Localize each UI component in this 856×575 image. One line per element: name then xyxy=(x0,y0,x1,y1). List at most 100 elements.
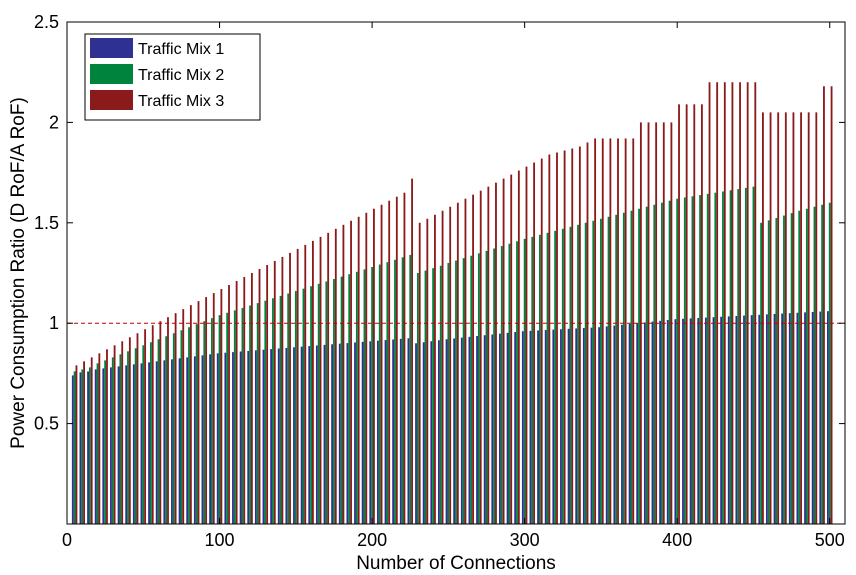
bar-series-1-point-29 xyxy=(285,347,288,524)
bar-series-3-point-36 xyxy=(342,224,345,524)
bar-series-2-point-5 xyxy=(104,360,107,524)
bar-series-3-point-8 xyxy=(128,337,131,524)
bar-series-1-point-34 xyxy=(323,344,326,524)
bar-series-3-point-26 xyxy=(266,264,269,524)
bar-series-1-point-53 xyxy=(468,336,471,524)
bar-series-1-point-43 xyxy=(392,339,395,524)
bar-series-3-point-39 xyxy=(365,212,368,524)
bar-series-2-point-17 xyxy=(195,324,198,524)
bar-series-1-point-98 xyxy=(811,311,814,524)
bar-series-3-point-70 xyxy=(601,138,604,524)
bar-series-1-point-80 xyxy=(674,319,677,524)
bar-series-1-point-6 xyxy=(110,367,112,524)
bar-series-3-point-22 xyxy=(235,281,238,524)
y-axis-label: Power Consumption Ratio (D RoF/A RoF) xyxy=(8,97,29,449)
bar-series-1-point-46 xyxy=(415,343,417,524)
bar-series-1-point-1 xyxy=(71,375,74,524)
bar-series-2-point-55 xyxy=(485,250,488,524)
bar-series-1-point-47 xyxy=(422,342,425,524)
bar-series-3-point-15 xyxy=(182,309,185,524)
bar-series-3-point-68 xyxy=(586,142,589,525)
bar-series-2-point-88 xyxy=(737,189,740,524)
bar-series-2-point-80 xyxy=(676,198,679,524)
bar-series-1-point-50 xyxy=(445,339,448,524)
bar-series-2-point-42 xyxy=(386,262,389,524)
bar-series-1-point-9 xyxy=(132,364,135,524)
bar-series-3-point-55 xyxy=(487,186,490,524)
bar-series-1-point-72 xyxy=(613,325,616,524)
bar-series-3-point-13 xyxy=(167,317,169,524)
bar-series-3-point-80 xyxy=(678,104,680,524)
bar-series-3-point-45 xyxy=(411,178,413,524)
x-tick-label: 100 xyxy=(205,530,235,550)
bar-series-3-point-11 xyxy=(151,325,154,524)
bar-series-3-point-31 xyxy=(304,244,307,524)
bar-series-1-point-83 xyxy=(697,317,700,524)
y-tick-label: 1.5 xyxy=(34,213,59,233)
bar-series-3-point-43 xyxy=(395,196,398,524)
bar-series-3-point-12 xyxy=(159,321,162,524)
bar-series-1-point-31 xyxy=(300,346,303,524)
bar-series-1-point-26 xyxy=(262,349,265,524)
bar-series-1-point-89 xyxy=(743,315,745,524)
bar-series-2-point-73 xyxy=(622,212,625,524)
bar-series-2-point-44 xyxy=(401,257,404,524)
bar-series-3-point-48 xyxy=(434,214,436,524)
plot-frame xyxy=(66,21,846,525)
legend-label-traffic-mix-2: Traffic Mix 2 xyxy=(138,67,224,84)
bar-series-1-point-15 xyxy=(178,358,181,524)
bar-series-2-point-20 xyxy=(218,315,221,524)
bar-series-2-point-84 xyxy=(706,193,709,524)
bar-series-2-point-39 xyxy=(363,269,366,524)
bar-series-1-point-64 xyxy=(552,329,555,524)
bar-series-3-point-25 xyxy=(258,268,261,524)
bar-series-2-point-14 xyxy=(172,333,175,524)
legend-swatch-traffic-mix-3 xyxy=(90,90,133,110)
bar-series-3-point-24 xyxy=(250,273,253,524)
bar-series-1-point-36 xyxy=(338,343,341,524)
bar-series-2-point-10 xyxy=(142,345,145,524)
bar-series-3-point-16 xyxy=(189,305,192,524)
bar-series-3-point-91 xyxy=(762,112,764,525)
bar-series-3-point-42 xyxy=(388,200,391,524)
x-tick-label: 0 xyxy=(62,530,72,550)
bar-series-1-point-58 xyxy=(506,332,509,524)
bar-series-3-point-41 xyxy=(380,204,383,525)
bar-series-2-point-7 xyxy=(119,354,122,524)
bar-series-2-point-63 xyxy=(546,232,549,524)
bar-series-2-point-79 xyxy=(668,200,671,524)
bar-series-2-point-4 xyxy=(96,363,99,524)
bar-series-1-point-99 xyxy=(819,311,822,524)
bar-series-3-point-2 xyxy=(83,361,85,524)
bar-series-2-point-52 xyxy=(462,258,465,524)
bar-series-1-point-94 xyxy=(781,313,784,524)
bar-series-2-point-6 xyxy=(111,357,114,524)
bar-series-2-point-87 xyxy=(729,190,732,524)
bar-series-3-point-75 xyxy=(639,122,642,525)
bar-series-1-point-92 xyxy=(765,314,768,524)
bar-series-3-point-20 xyxy=(220,289,223,524)
legend-label-traffic-mix-3: Traffic Mix 3 xyxy=(138,93,224,110)
bar-series-2-point-48 xyxy=(432,268,435,524)
bar-series-2-point-50 xyxy=(447,262,450,524)
bar-series-3-point-61 xyxy=(533,162,536,524)
bar-series-1-point-49 xyxy=(438,340,440,524)
bar-series-2-point-93 xyxy=(775,217,778,525)
bar-series-1-point-76 xyxy=(643,322,646,524)
bar-series-3-point-69 xyxy=(594,138,597,524)
bar-series-3-point-34 xyxy=(327,232,330,524)
bar-series-3-point-40 xyxy=(373,208,375,525)
x-tick-label: 300 xyxy=(510,530,540,550)
bar-series-2-point-81 xyxy=(683,197,686,524)
bar-series-3-point-90 xyxy=(754,82,757,525)
bar-series-1-point-69 xyxy=(590,327,593,524)
bar-series-1-point-88 xyxy=(735,315,738,524)
bar-series-3-point-17 xyxy=(197,301,200,524)
x-axis-ticks: 0 100 200 300 400 500 xyxy=(62,22,845,550)
bar-series-2-point-56 xyxy=(493,248,496,524)
bar-series-1-point-79 xyxy=(666,319,669,524)
bar-series-3-point-65 xyxy=(563,150,566,524)
bar-series-1-point-14 xyxy=(171,359,173,524)
bar-series-1-point-91 xyxy=(758,314,761,524)
bar-series-1-point-7 xyxy=(117,366,120,524)
